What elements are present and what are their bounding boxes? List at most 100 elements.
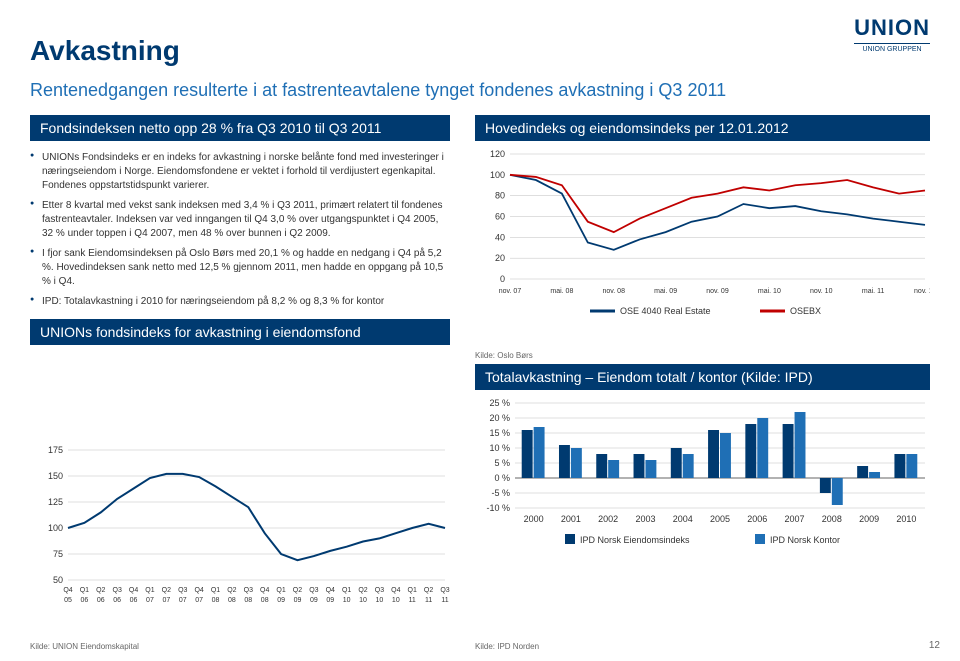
svg-text:nov. 09: nov. 09 [706,288,729,295]
svg-text:Q4: Q4 [129,587,138,594]
svg-text:150: 150 [48,471,63,481]
svg-text:09: 09 [326,597,334,604]
svg-text:2001: 2001 [561,514,581,524]
svg-text:06: 06 [130,597,138,604]
svg-text:mai. 08: mai. 08 [550,288,573,295]
svg-text:nov. 08: nov. 08 [603,288,626,295]
svg-text:08: 08 [228,597,236,604]
svg-text:05: 05 [64,597,72,604]
svg-text:08: 08 [261,597,269,604]
svg-text:Q1: Q1 [145,587,154,594]
fond-chart: 5075100125150175Q405Q106Q206Q306Q406Q107… [30,445,450,645]
logo-text: UNION [854,15,930,41]
svg-text:10: 10 [392,597,400,604]
brand-logo: UNION UNION GRUPPEN [854,15,930,53]
svg-text:Q1: Q1 [408,587,417,594]
svg-text:Q3: Q3 [244,587,253,594]
svg-text:Q2: Q2 [358,587,367,594]
page-title: Avkastning [30,35,180,67]
svg-text:50: 50 [53,575,63,585]
bullet-item: Etter 8 kvartal med vekst sank indeksen … [30,199,450,241]
bullet-item: UNIONs Fondsindeks er en indeks for avka… [30,151,450,193]
svg-text:nov. 10: nov. 10 [810,288,833,295]
svg-text:15 %: 15 % [489,428,510,438]
svg-text:2007: 2007 [785,514,805,524]
svg-text:40: 40 [495,232,505,242]
svg-text:07: 07 [146,597,154,604]
bullet-item: I fjor sank Eiendomsindeksen på Oslo Bør… [30,247,450,289]
svg-text:60: 60 [495,212,505,222]
svg-text:OSEBX: OSEBX [790,306,821,316]
svg-text:11: 11 [425,597,432,604]
svg-text:09: 09 [294,597,302,604]
svg-text:10 %: 10 % [489,443,510,453]
svg-text:06: 06 [97,597,105,604]
svg-text:mai. 09: mai. 09 [654,288,677,295]
svg-text:Q1: Q1 [342,587,351,594]
svg-text:2006: 2006 [747,514,767,524]
svg-text:OSE 4040 Real Estate: OSE 4040 Real Estate [620,306,711,316]
logo-subtext: UNION GRUPPEN [854,43,930,53]
page-number: 12 [929,640,940,651]
svg-text:09: 09 [277,597,285,604]
svg-text:Q4: Q4 [326,587,335,594]
svg-text:2008: 2008 [822,514,842,524]
svg-text:Q2: Q2 [162,587,171,594]
svg-text:07: 07 [179,597,187,604]
index-chart: 020406080100120nov. 07mai. 08nov. 08mai.… [475,149,930,349]
bullet-item: IPD: Totalavkastning i 2010 for næringse… [30,295,450,309]
svg-text:-10 %: -10 % [486,503,510,513]
svg-text:Q3: Q3 [309,587,318,594]
svg-text:20 %: 20 % [489,413,510,423]
svg-text:10: 10 [343,597,351,604]
svg-text:IPD Norsk Eiendomsindeks: IPD Norsk Eiendomsindeks [580,535,690,545]
svg-text:5 %: 5 % [494,458,510,468]
left-column: Fondsindeksen netto opp 28 % fra Q3 2010… [30,115,450,345]
svg-text:Q3: Q3 [113,587,122,594]
svg-text:100: 100 [490,170,505,180]
footer-left: Kilde: UNION Eiendomskapital [30,642,139,651]
svg-text:nov. 11: nov. 11 [914,288,930,295]
svg-text:2004: 2004 [673,514,693,524]
fond-chart-header: UNIONs fondsindeks for avkastning i eien… [30,319,450,345]
left-header: Fondsindeksen netto opp 28 % fra Q3 2010… [30,115,450,141]
svg-text:2002: 2002 [598,514,618,524]
svg-text:08: 08 [212,597,220,604]
svg-text:0: 0 [500,274,505,284]
svg-text:2000: 2000 [524,514,544,524]
svg-text:06: 06 [80,597,88,604]
svg-text:175: 175 [48,445,63,455]
svg-text:Q2: Q2 [424,587,433,594]
svg-text:Q3: Q3 [375,587,384,594]
right-column: Hovedindeks og eiendomsindeks per 12.01.… [475,115,930,578]
source-oslo: Kilde: Oslo Børs [475,351,930,360]
index-chart-header: Hovedindeks og eiendomsindeks per 12.01.… [475,115,930,141]
svg-text:75: 75 [53,549,63,559]
svg-text:Q1: Q1 [80,587,89,594]
svg-text:09: 09 [310,597,318,604]
svg-text:Q3: Q3 [178,587,187,594]
svg-text:125: 125 [48,497,63,507]
svg-text:07: 07 [162,597,170,604]
svg-text:Q2: Q2 [293,587,302,594]
svg-text:10: 10 [359,597,367,604]
svg-text:2009: 2009 [859,514,879,524]
svg-text:120: 120 [490,149,505,159]
ipd-chart-header: Totalavkastning – Eiendom totalt / konto… [475,364,930,390]
svg-text:06: 06 [113,597,121,604]
svg-text:11: 11 [409,597,416,604]
svg-text:2005: 2005 [710,514,730,524]
svg-text:07: 07 [195,597,203,604]
footer-mid: Kilde: IPD Norden [475,642,539,651]
svg-text:11: 11 [441,597,448,604]
svg-text:Q1: Q1 [211,587,220,594]
svg-text:0 %: 0 % [494,473,510,483]
svg-text:2010: 2010 [896,514,916,524]
svg-text:-5 %: -5 % [491,488,510,498]
svg-text:Q4: Q4 [194,587,203,594]
bullet-list: UNIONs Fondsindeks er en indeks for avka… [30,151,450,309]
svg-text:mai. 10: mai. 10 [758,288,781,295]
svg-text:Q2: Q2 [96,587,105,594]
svg-text:80: 80 [495,191,505,201]
svg-text:nov. 07: nov. 07 [499,288,522,295]
